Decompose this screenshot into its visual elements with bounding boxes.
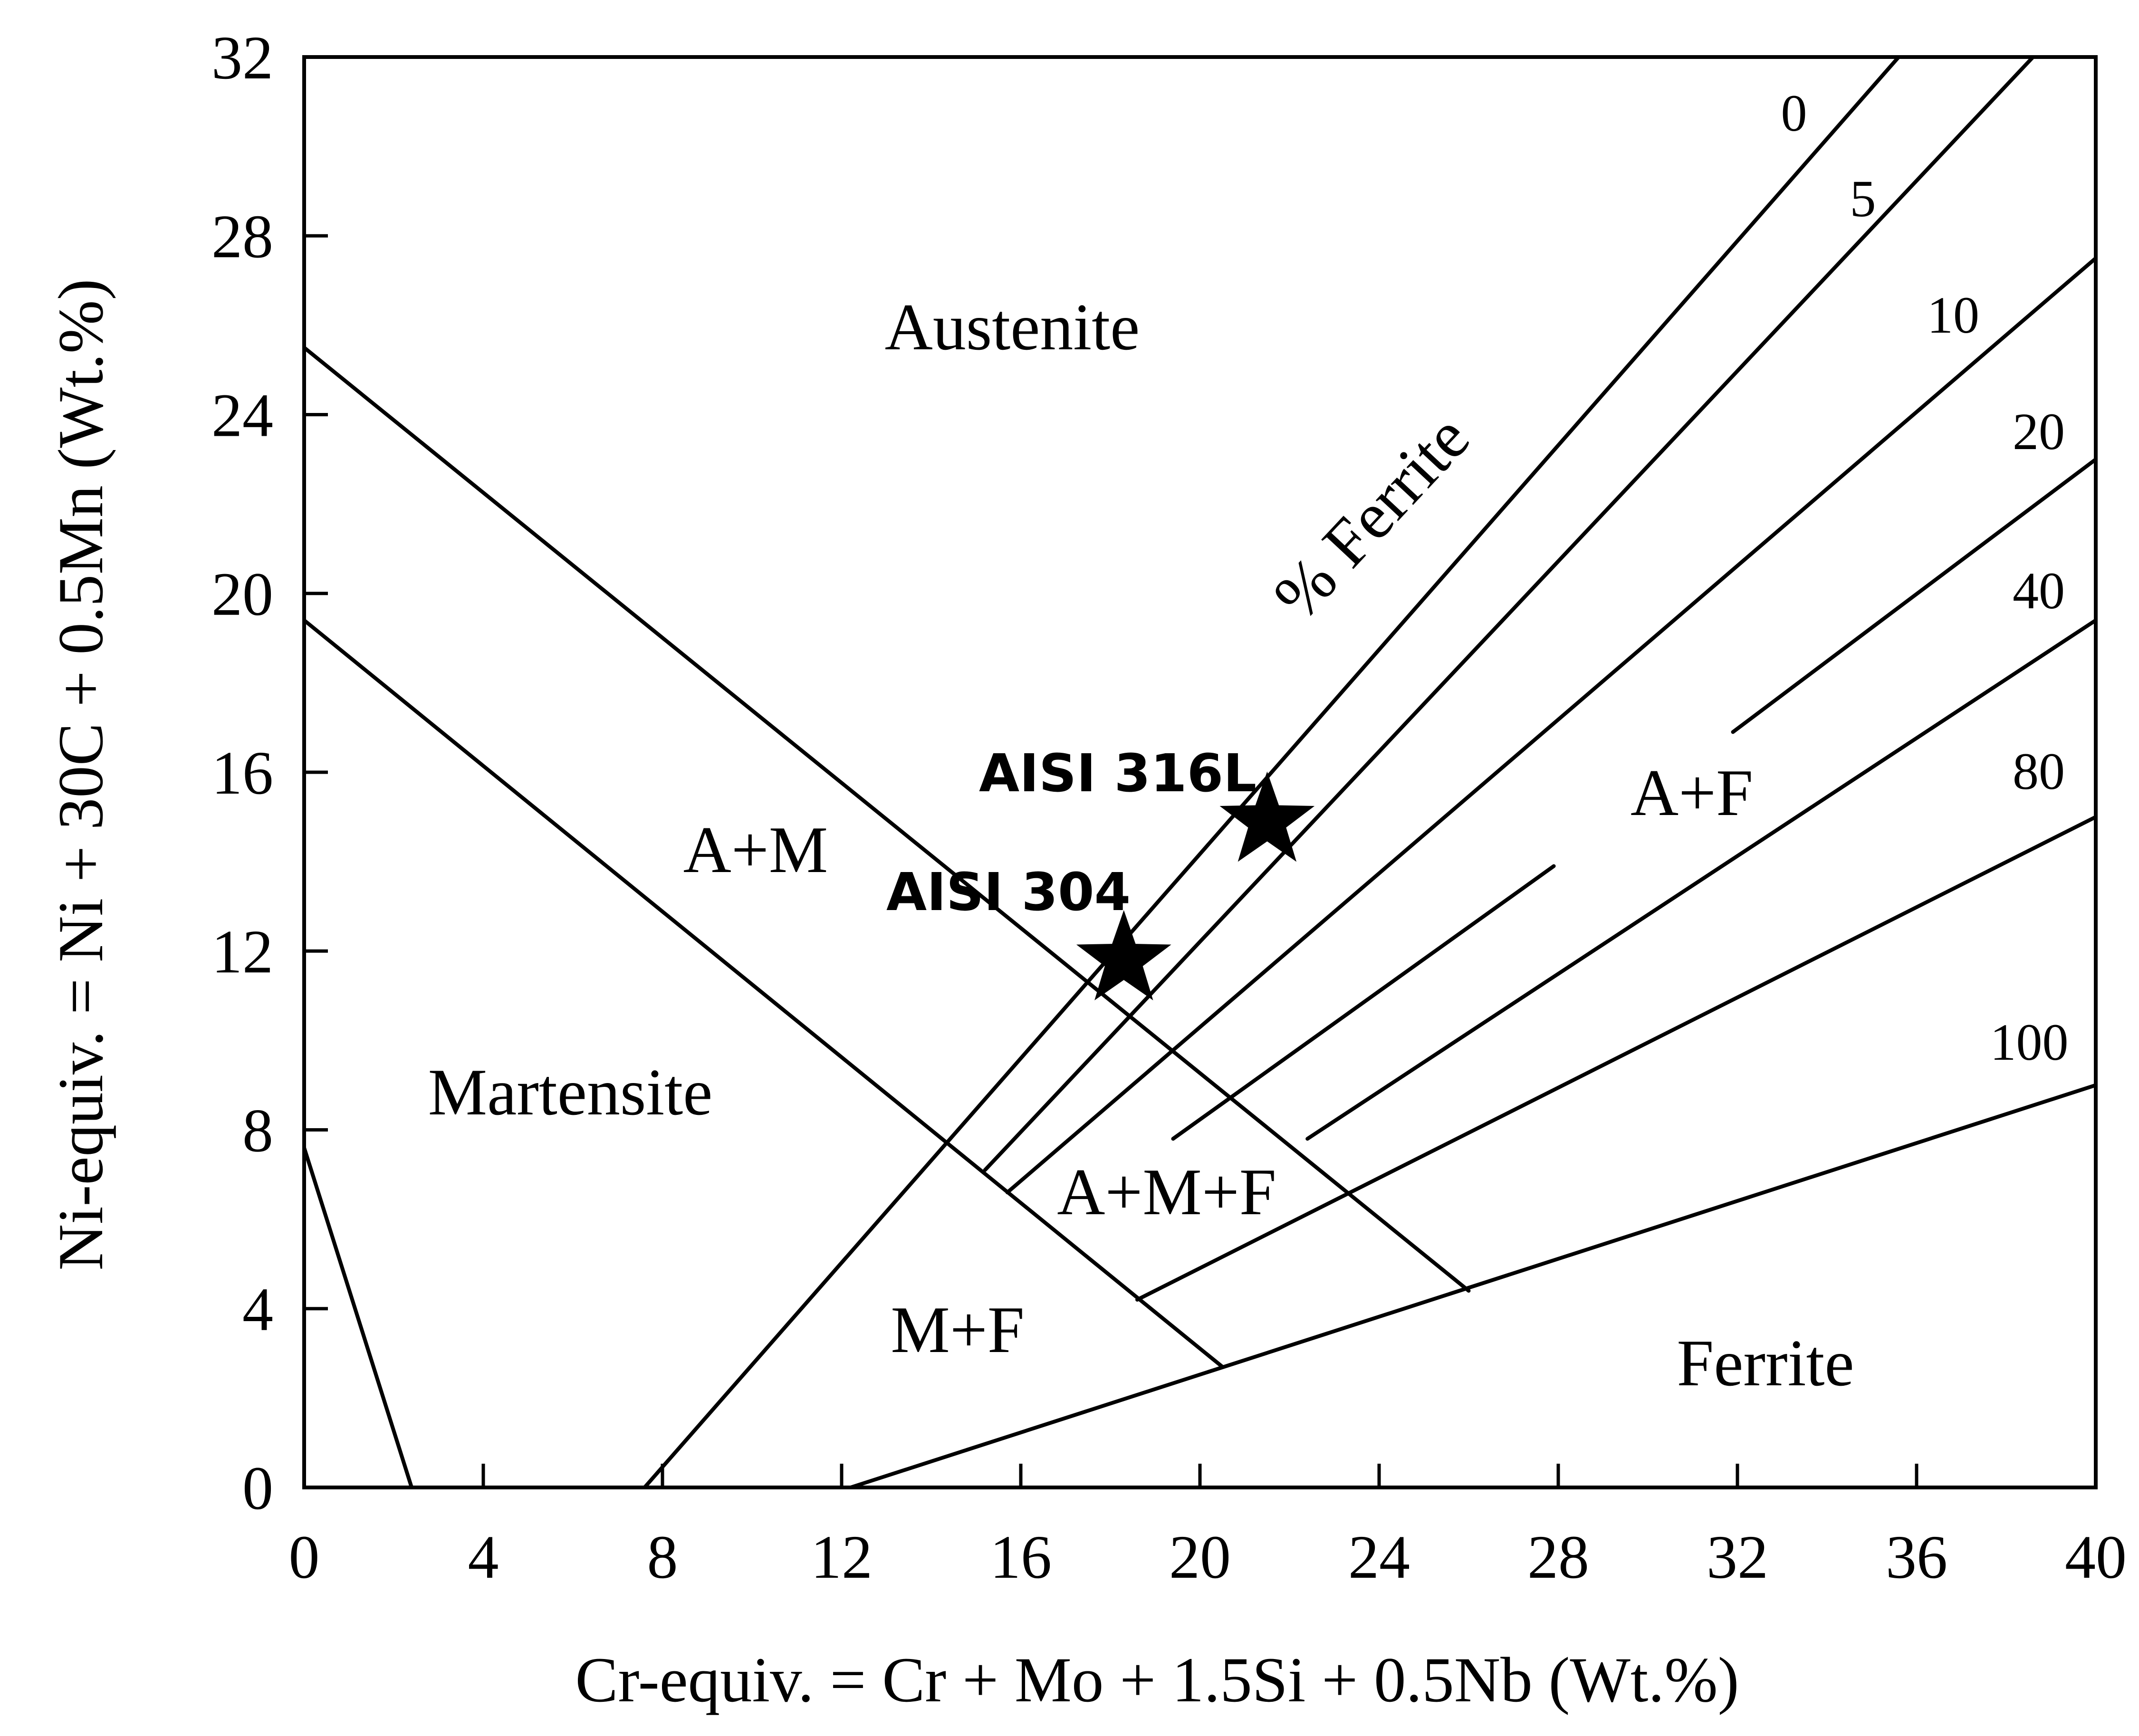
y-tick-label: 4 [242, 1276, 273, 1344]
ferrite-lines [643, 55, 2098, 1489]
ferrite-line-20 [1171, 864, 1556, 1141]
ferrite-label-100: 100 [1990, 1013, 2069, 1071]
ferrite-label-20: 20 [2013, 403, 2065, 460]
x-tick-label: 28 [1527, 1523, 1589, 1592]
label-aisi-304: AISI 304 [886, 862, 1131, 922]
ferrite-line-40 [1305, 618, 2098, 1141]
y-tick-label: 0 [242, 1454, 273, 1523]
ferrite-label-0: 0 [1781, 84, 1807, 142]
ferrite-line-10 [1005, 256, 2098, 1195]
x-tick-label: 40 [2065, 1523, 2127, 1592]
x-tick-label: 20 [1169, 1523, 1231, 1592]
y-tick-label: 28 [211, 202, 273, 271]
ferrite-line-20 [1731, 457, 2098, 734]
ferrite-line-0 [643, 55, 1901, 1489]
y-tick-label: 8 [242, 1097, 273, 1165]
x-tick-label: 12 [811, 1523, 873, 1592]
steel-markers [1076, 771, 1315, 1000]
y-tick-label: 16 [211, 739, 273, 807]
x-axis-label: Cr-equiv. = Cr + Mo + 1.5Si + 0.5Nb (Wt.… [575, 1645, 1739, 1716]
ferrite-label-10: 10 [1927, 286, 1979, 344]
x-tick-label: 8 [647, 1523, 678, 1592]
percent-ferrite-label: % Ferrite [1259, 401, 1483, 634]
x-tick-label: 0 [289, 1523, 320, 1592]
region-label-a-plus-f: A+F [1631, 756, 1753, 830]
x-axis: 0 4 8 12 16 20 24 28 32 36 40 [289, 1464, 2127, 1592]
region-label-a-m-f: A+M+F [1057, 1155, 1276, 1229]
y-tick-label: 32 [211, 24, 273, 92]
y-axis-label: Ni-equiv. = Ni + 30C + 0.5Mn (Wt.%) [46, 279, 116, 1271]
y-tick-label: 12 [211, 918, 273, 986]
phase-boundaries [302, 345, 1471, 1489]
ferrite-line-80 [1135, 815, 2098, 1302]
ferrite-label-40: 40 [2013, 562, 2065, 620]
star-marker-aisi-316l [1219, 771, 1315, 862]
region-label-austenite: Austenite [885, 290, 1140, 364]
region-label-martensite: Martensite [428, 1055, 713, 1129]
ferrite-label-5: 5 [1850, 170, 1876, 228]
region-label-a-plus-m: A+M [683, 813, 828, 887]
region-label-ferrite: Ferrite [1677, 1326, 1854, 1400]
boundary-martensite-upper [302, 618, 1225, 1369]
x-tick-label: 32 [1707, 1523, 1768, 1592]
ferrite-label-80: 80 [2013, 742, 2065, 800]
boundary-martensite-lower [302, 1146, 414, 1489]
ferrite-line-100 [848, 1083, 2098, 1489]
x-tick-label: 36 [1886, 1523, 1947, 1592]
x-tick-label: 24 [1348, 1523, 1410, 1592]
ferrite-line-5 [983, 55, 2035, 1172]
region-label-m-plus-f: M+F [891, 1293, 1024, 1367]
star-marker-aisi-304 [1076, 910, 1171, 1000]
boundary-austenite-upper [302, 345, 1471, 1293]
y-tick-label: 20 [211, 560, 273, 629]
x-tick-label: 16 [990, 1523, 1052, 1592]
y-tick-label: 24 [211, 382, 273, 450]
label-aisi-316l: AISI 316L [979, 743, 1257, 804]
x-tick-label: 4 [468, 1523, 499, 1592]
y-axis: 0 4 8 12 16 20 24 28 32 [211, 24, 328, 1523]
